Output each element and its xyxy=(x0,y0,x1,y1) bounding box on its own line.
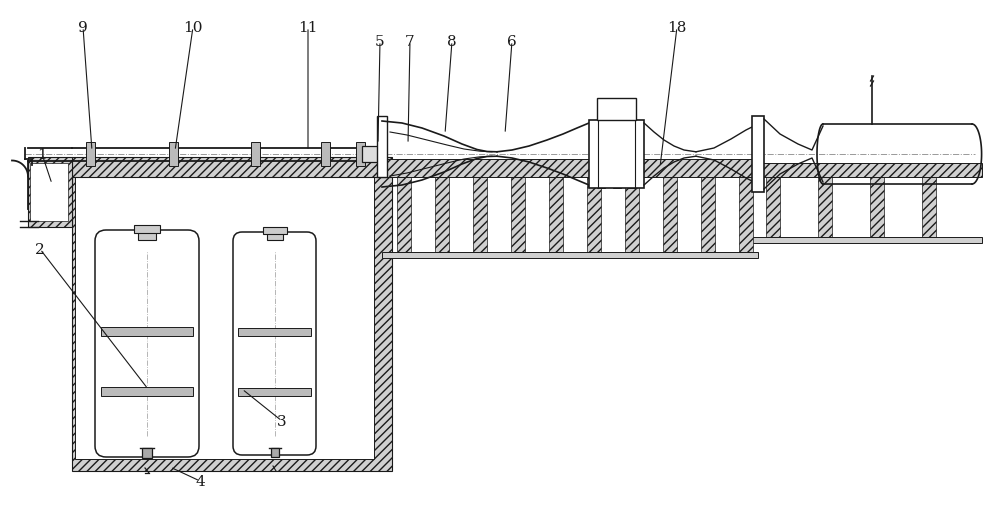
Bar xyxy=(597,178,605,189)
Bar xyxy=(362,147,382,163)
Bar xyxy=(752,117,764,192)
Bar xyxy=(238,328,311,336)
Bar xyxy=(628,178,636,189)
Bar xyxy=(356,143,365,166)
Bar xyxy=(251,143,260,166)
Bar xyxy=(72,167,392,471)
Bar xyxy=(138,231,156,241)
Bar xyxy=(589,121,644,189)
Text: 5: 5 xyxy=(375,35,385,49)
Bar xyxy=(587,178,601,252)
Text: 3: 3 xyxy=(277,414,287,428)
Bar xyxy=(818,178,832,238)
Bar xyxy=(597,99,636,121)
Bar xyxy=(511,178,525,252)
Text: 10: 10 xyxy=(183,21,203,35)
Bar xyxy=(86,143,95,166)
Bar xyxy=(473,178,487,252)
Text: 2: 2 xyxy=(35,242,45,257)
Text: 8: 8 xyxy=(447,35,457,49)
Bar xyxy=(549,178,563,252)
Bar xyxy=(72,158,392,178)
Bar xyxy=(663,178,677,252)
Bar xyxy=(435,178,449,252)
Bar xyxy=(263,228,287,235)
Bar xyxy=(28,158,72,228)
FancyBboxPatch shape xyxy=(95,231,199,457)
Bar xyxy=(870,178,884,238)
Text: 11: 11 xyxy=(298,21,318,35)
Bar xyxy=(377,117,387,178)
Text: 4: 4 xyxy=(195,474,205,488)
Bar xyxy=(739,178,753,252)
Text: 1: 1 xyxy=(37,148,47,162)
Bar xyxy=(142,448,152,458)
Text: 18: 18 xyxy=(667,21,687,35)
Bar xyxy=(30,164,68,221)
Bar xyxy=(321,143,330,166)
Bar xyxy=(750,164,982,178)
Text: 6: 6 xyxy=(507,35,517,49)
Bar xyxy=(238,388,311,396)
Bar xyxy=(382,252,758,259)
Bar xyxy=(922,178,936,238)
Bar xyxy=(750,238,982,243)
Bar xyxy=(101,327,193,336)
Bar xyxy=(766,178,780,238)
Bar xyxy=(701,178,715,252)
Bar xyxy=(382,160,758,178)
Bar xyxy=(612,178,620,189)
Bar xyxy=(134,225,160,234)
Bar xyxy=(101,387,193,396)
Bar xyxy=(625,178,639,252)
Bar xyxy=(169,143,178,166)
FancyBboxPatch shape xyxy=(233,233,316,455)
Text: 7: 7 xyxy=(405,35,415,49)
Bar xyxy=(271,448,279,457)
Bar xyxy=(75,178,374,459)
Bar xyxy=(397,178,411,252)
Bar xyxy=(267,232,283,241)
Text: 9: 9 xyxy=(78,21,88,35)
